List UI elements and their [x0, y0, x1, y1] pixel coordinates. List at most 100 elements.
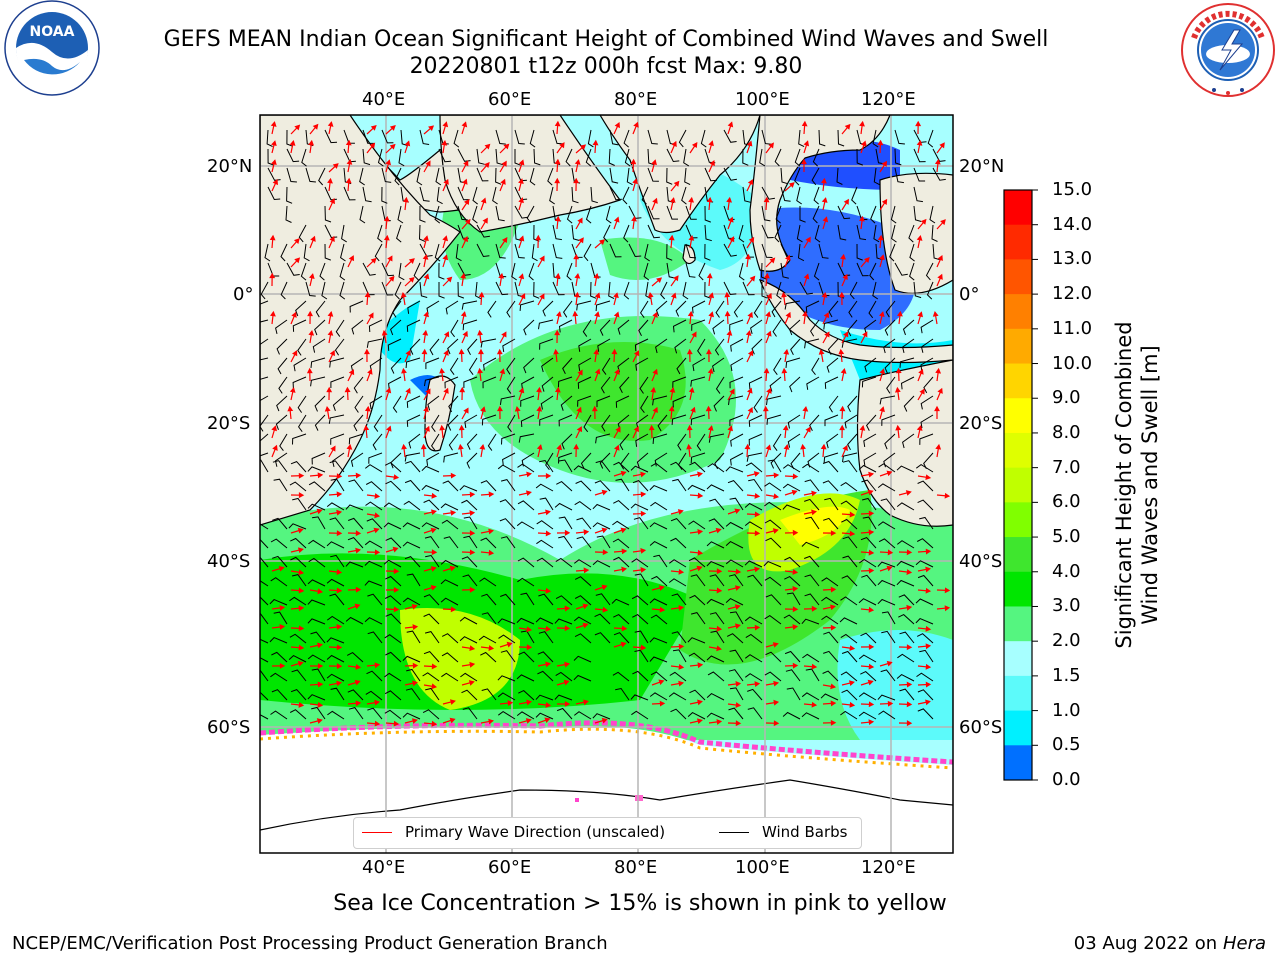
wind-barb: [269, 599, 288, 606]
wave-arrow-head: [925, 663, 932, 670]
wave-arrow-head: [393, 606, 400, 613]
wind-barb: [326, 673, 345, 682]
wind-barb: [704, 224, 712, 242]
wave-arrow-head: [336, 530, 343, 537]
wave-arrow-head: [500, 178, 506, 185]
wind-barb: [824, 414, 839, 427]
wind-barb: [827, 338, 839, 355]
wind-barb: [423, 499, 440, 511]
wind-barb: [443, 536, 459, 549]
wave-arrow-head: [762, 405, 769, 412]
wind-barb: [622, 186, 630, 205]
wind-barb: [634, 630, 649, 644]
wave-arrow-head: [668, 234, 675, 241]
wind-barb: [273, 478, 288, 492]
wind-barb: [748, 433, 763, 446]
wind-barb: [789, 319, 801, 336]
wave-arrow-head: [773, 680, 780, 687]
wave-arrow-head: [374, 662, 381, 669]
wave-arrow-head: [354, 603, 361, 610]
wind-barb: [744, 560, 763, 568]
wind-barb: [913, 281, 922, 299]
wave-arrow-head: [897, 310, 903, 317]
wave-arrow-head: [735, 720, 742, 727]
wind-barb: [780, 243, 793, 258]
wind-barb: [326, 502, 345, 511]
wave-arrow-head: [744, 443, 751, 450]
wave-arrow-head: [842, 273, 848, 280]
wind-barb: [409, 338, 421, 355]
wind-barb: [780, 167, 788, 185]
wind-barb: [487, 300, 497, 318]
wave-arrow-head: [374, 512, 381, 519]
wind-barb: [723, 167, 737, 181]
wave-arrow-head: [915, 120, 922, 127]
wind-barb: [765, 537, 782, 549]
wave-arrow-head: [526, 699, 533, 706]
wave-arrow-head: [697, 471, 704, 478]
wave-arrow-head: [469, 510, 476, 516]
lon-label-top: 40°E: [362, 89, 406, 110]
wind-barb: [538, 319, 554, 330]
wave-arrow-head: [578, 237, 584, 244]
wind-barb: [668, 578, 687, 587]
wave-arrow-head: [278, 566, 285, 572]
wave-arrow-head: [726, 329, 733, 336]
wind-barb: [364, 617, 383, 625]
wind-barb: [603, 224, 611, 243]
wave-arrow-head: [383, 234, 390, 241]
wind-barb: [847, 319, 858, 337]
wind-barb: [272, 517, 288, 530]
wind-barb: [260, 580, 269, 587]
wind-barb: [335, 319, 345, 337]
wind-barb: [425, 687, 440, 701]
wind-barb: [297, 338, 307, 356]
wave-arrow-head: [823, 312, 830, 319]
wave-arrow-head: [772, 528, 779, 534]
wind-barb: [529, 129, 536, 148]
lat-label-right: 0°: [959, 284, 980, 305]
wind-barb: [574, 633, 592, 644]
wave-arrow-head: [862, 331, 868, 338]
wave-arrow-head: [805, 236, 811, 243]
wind-barb: [590, 186, 598, 204]
wave-arrow-head: [423, 311, 430, 318]
wind-barb: [330, 478, 345, 492]
wave-arrow-head: [503, 143, 510, 150]
wind-barb: [404, 452, 421, 462]
wave-arrow-head: [800, 443, 806, 450]
wave-arrow-head: [859, 424, 866, 431]
wave-arrow-head: [559, 142, 565, 149]
wind-barb: [647, 205, 660, 220]
wave-arrow-head: [298, 587, 305, 594]
wind-barb: [750, 319, 763, 335]
colorbar: [1003, 189, 1038, 781]
wave-arrow-head: [650, 386, 657, 393]
wind-barb: [715, 376, 725, 394]
wave-arrow-head: [746, 140, 753, 147]
wind-barb: [447, 338, 459, 355]
wind-barb: [858, 692, 877, 701]
wind-barb: [782, 483, 801, 492]
wind-barb: [873, 167, 880, 186]
wind-barb: [811, 167, 820, 186]
wind-barb: [286, 129, 293, 147]
wind-barb: [365, 501, 383, 511]
wind-barb: [900, 376, 915, 390]
wave-arrow-head: [386, 425, 392, 432]
wind-barb: [271, 651, 288, 663]
wind-barb: [823, 631, 839, 644]
wave-arrow-head: [389, 143, 396, 150]
wind-barb: [913, 148, 926, 163]
wind-barb: [392, 300, 402, 318]
wind-barb: [797, 243, 805, 262]
wind-barb: [764, 614, 782, 625]
wind-barb: [821, 596, 839, 606]
wind-barb: [499, 518, 516, 530]
lat-label-left: 20°S: [207, 413, 251, 434]
wind-barb: [517, 557, 535, 568]
wave-arrow-head: [916, 139, 923, 146]
wind-barb: [681, 186, 687, 205]
wave-arrow-head: [781, 367, 788, 374]
wind-barb: [286, 148, 300, 163]
